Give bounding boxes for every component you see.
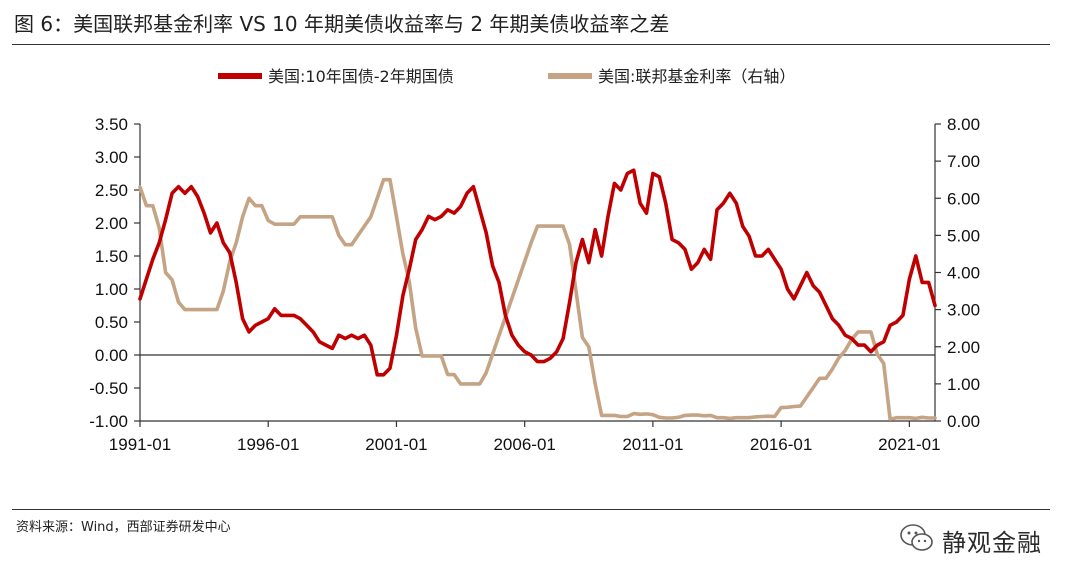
brand-watermark: 静观金融 [900,521,1060,557]
left-tick-label: 3.50 [95,115,128,134]
x-tick-label: 1996-01 [237,435,299,454]
source-divider [12,509,1050,510]
left-tick-label: 0.50 [95,313,128,332]
left-tick-label: 2.50 [95,181,128,200]
right-tick-label: 5.00 [947,226,980,245]
x-tick-label: 2011-01 [622,435,683,454]
left-axis-ticks: -1.00 -0.50 0.00 0.50 1.00 1.50 2.00 2.50 3.00 3.… [89,115,140,431]
legend-label-spread: 美国:10年国债-2年期国债 [268,67,454,86]
legend: 美国:10年国债-2年期国债 美国:联邦基金利率（右轴） [218,67,795,86]
right-tick-label: 0.00 [947,412,980,431]
left-tick-label: 3.00 [95,148,128,167]
series-line-spread [138,168,937,377]
left-tick-label: -1.00 [89,412,128,431]
left-tick-label: 2.00 [95,214,128,233]
right-tick-label: 8.00 [947,115,980,134]
x-tick-label: 2016-01 [750,435,812,454]
x-tick-label: 2021-01 [878,435,940,454]
left-tick-label: 1.00 [95,280,128,299]
source-note: 资料来源：Wind，西部证券研发中心 [16,520,231,535]
right-tick-label: 6.00 [947,189,980,208]
x-tick-label: 2001-01 [365,435,427,454]
brand-name: 静观金融 [942,529,1042,557]
right-tick-label: 1.00 [947,375,980,394]
dual-axis-line-chart: 美国:10年国债-2年期国债 美国:联邦基金利率（右轴） -1.00 -0.50 0… [89,67,980,454]
left-tick-label: 0.00 [95,346,128,365]
legend-label-fedfunds: 美国:联邦基金利率（右轴） [598,67,795,86]
series-layer [138,168,937,421]
x-tick-label: 2006-01 [493,435,555,454]
chart-title: 图 6：美国联邦基金利率 VS 10 年期美债收益率与 2 年期美债收益率之差 [14,12,670,36]
left-tick-label: -0.50 [89,379,128,398]
axes [139,124,936,422]
right-tick-label: 4.00 [947,264,980,283]
right-tick-label: 7.00 [947,152,980,171]
wechat-icon [900,524,933,551]
right-tick-label: 2.00 [947,338,980,357]
right-axis-ticks: 0.00 1.00 2.00 3.00 4.00 5.00 6.00 7.00 8.00 [935,115,980,431]
x-axis-ticks: 1991-01 1996-01 2001-01 2006-01 2011-01 2016-… [109,421,941,454]
series-line-fedfunds [138,177,937,421]
x-tick-label: 1991-01 [109,435,171,454]
right-tick-label: 3.00 [947,301,980,320]
left-tick-label: 1.50 [95,247,128,266]
title-divider [12,44,1050,45]
